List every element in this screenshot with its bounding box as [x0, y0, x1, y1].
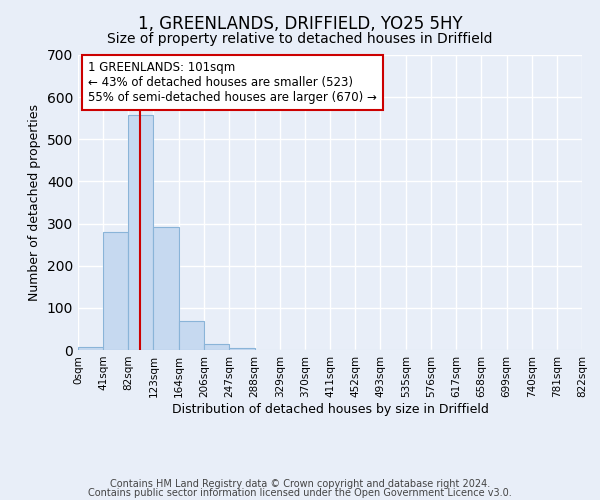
Bar — [229, 348, 254, 350]
Bar — [103, 232, 128, 350]
X-axis label: Distribution of detached houses by size in Driffield: Distribution of detached houses by size … — [172, 402, 488, 415]
Bar — [205, 344, 229, 350]
Text: 1, GREENLANDS, DRIFFIELD, YO25 5HY: 1, GREENLANDS, DRIFFIELD, YO25 5HY — [137, 15, 463, 33]
Text: Contains HM Land Registry data © Crown copyright and database right 2024.: Contains HM Land Registry data © Crown c… — [110, 479, 490, 489]
Text: 1 GREENLANDS: 101sqm
← 43% of detached houses are smaller (523)
55% of semi-deta: 1 GREENLANDS: 101sqm ← 43% of detached h… — [88, 61, 377, 104]
Text: Size of property relative to detached houses in Driffield: Size of property relative to detached ho… — [107, 32, 493, 46]
Bar — [154, 226, 179, 350]
Y-axis label: Number of detached properties: Number of detached properties — [28, 104, 41, 301]
Bar — [179, 322, 205, 350]
Text: Contains public sector information licensed under the Open Government Licence v3: Contains public sector information licen… — [88, 488, 512, 498]
Bar — [78, 346, 103, 350]
Bar — [128, 116, 154, 350]
